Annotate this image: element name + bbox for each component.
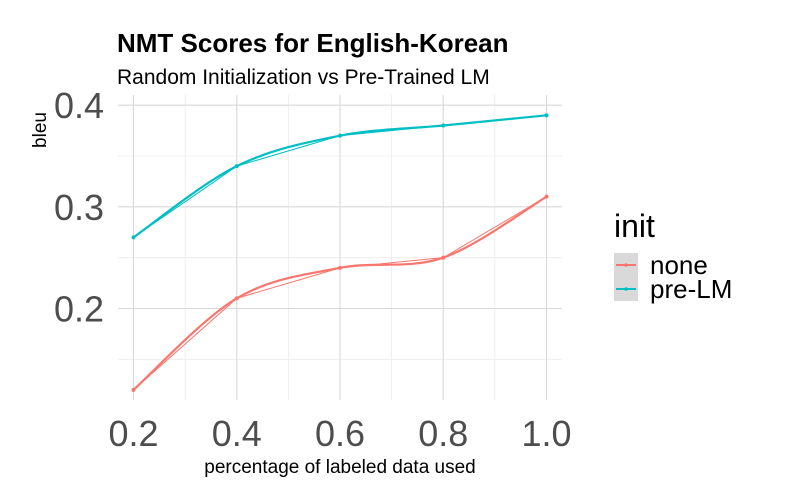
data-point-none (338, 265, 342, 270)
x-tick-label: 0.2 (108, 413, 158, 454)
y-tick-label: 0.2 (54, 289, 104, 330)
data-point-pre-LM (131, 235, 136, 240)
legend-label-pre-LM: pre-LM (650, 274, 732, 304)
legend-key-point (624, 263, 628, 267)
x-axis-ticks: 0.2 0.4 0.6 0.8 1.0 (108, 413, 571, 454)
y-tick-label: 0.3 (54, 187, 104, 228)
grid (118, 95, 562, 400)
data-point-none (544, 194, 549, 199)
x-axis-title: percentage of labeled data used (204, 457, 476, 478)
data-point-pre-LM (544, 113, 549, 118)
chart-subtitle: Random Initialization vs Pre-Trained LM (117, 66, 490, 89)
y-axis-ticks: 0.2 0.3 0.4 (54, 85, 104, 329)
data-point-none (441, 255, 446, 260)
x-tick-label: 1.0 (521, 413, 571, 454)
legend-title: init (614, 208, 655, 244)
x-tick-label: 0.8 (418, 413, 468, 454)
data-point-none (234, 296, 239, 301)
y-tick-label: 0.4 (54, 85, 104, 126)
x-tick-label: 0.4 (212, 413, 262, 454)
x-tick-label: 0.6 (315, 413, 365, 454)
data-point-pre-LM (338, 133, 342, 138)
legend-key-point (624, 287, 628, 291)
legend-label-none: none (650, 250, 708, 280)
series-layer (131, 113, 549, 392)
y-axis-title: bleu (30, 112, 51, 148)
chart-title: NMT Scores for English-Korean (117, 28, 509, 58)
data-point-none (131, 387, 136, 392)
data-point-pre-LM (441, 123, 446, 128)
data-point-pre-LM (234, 164, 239, 169)
